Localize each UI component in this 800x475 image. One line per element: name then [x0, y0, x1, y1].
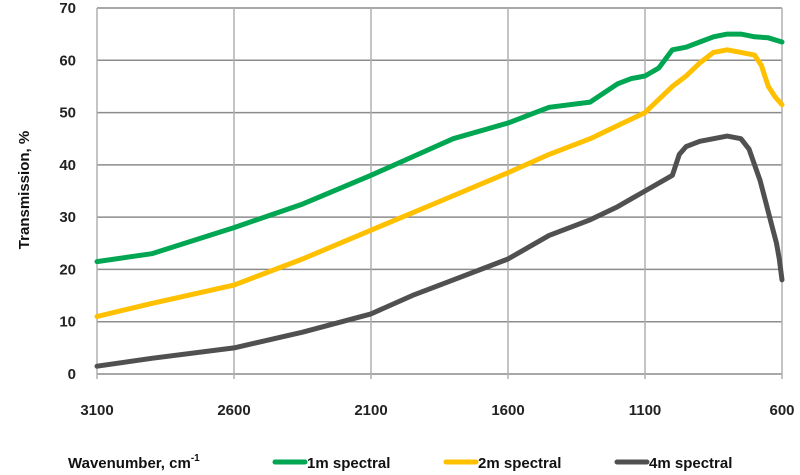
legend-label-1: 1m spectral	[307, 455, 390, 472]
legend: 1m spectral 2m spectral 4m spectral	[272, 455, 732, 472]
legend-label-2: 2m spectral	[478, 455, 561, 472]
y-tick-label: 20	[59, 261, 76, 278]
y-tick-label: 50	[59, 105, 76, 122]
x-tick-label: 3100	[80, 402, 113, 419]
x-tick-label: 1600	[491, 402, 524, 419]
y-tick-label: 30	[59, 209, 76, 226]
x-tick-labels: 3100 2600 2100 1600 1100 600	[80, 402, 794, 419]
x-tick-label: 2100	[354, 402, 387, 419]
series-lines	[94, 31, 785, 369]
x-axis-label-superscript: -1	[191, 453, 200, 464]
x-axis-label: Wavenumber, cm-1	[68, 453, 200, 472]
series-line-3	[94, 133, 785, 369]
y-tick-label: 40	[59, 157, 76, 174]
series-line-1	[94, 31, 785, 265]
y-tick-label: 0	[68, 366, 76, 383]
series-line-2	[94, 47, 785, 319]
y-axis-label: Transmission, %	[16, 131, 33, 249]
legend-label-3: 4m spectral	[649, 455, 732, 472]
y-tick-labels: 0 10 20 30 40 50 60 70	[59, 0, 76, 383]
x-tick-label: 1100	[629, 402, 662, 419]
y-tick-label: 70	[59, 0, 76, 17]
y-tick-label: 10	[59, 314, 76, 331]
x-tick-label: 2600	[217, 402, 250, 419]
x-axis-label-text: Wavenumber, cm	[68, 455, 191, 472]
x-tick-label: 600	[769, 402, 794, 419]
grid-lines	[96, 7, 783, 379]
y-tick-label: 60	[59, 52, 76, 69]
